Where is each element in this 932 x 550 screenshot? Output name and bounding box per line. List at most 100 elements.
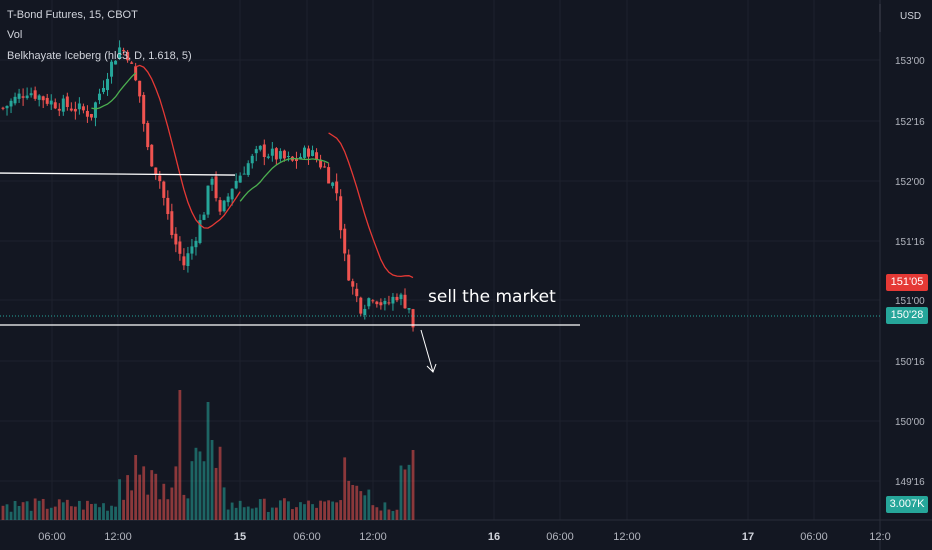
- candle-body: [379, 302, 383, 306]
- volume-bar: [134, 455, 138, 520]
- price-tick-label: 152'00: [895, 177, 925, 188]
- volume-bar: [258, 499, 262, 520]
- price-tick-label: 149'16: [895, 477, 925, 488]
- candle-body: [359, 297, 363, 314]
- iceberg-price-tag: 151'05: [886, 274, 928, 291]
- volume-bar: [307, 500, 310, 520]
- time-tick-label: 12:0: [869, 531, 890, 543]
- candle-body: [327, 167, 331, 184]
- candle-body: [347, 254, 351, 281]
- volume-bar: [94, 503, 97, 520]
- volume-bar: [270, 507, 274, 520]
- volume-bar: [162, 483, 166, 520]
- candle-body: [339, 196, 343, 231]
- candle-body: [262, 144, 266, 157]
- volume-bar: [110, 505, 113, 520]
- candle-body: [102, 87, 105, 92]
- volume-bar: [13, 500, 17, 520]
- candle-body: [375, 301, 379, 305]
- volume-bar: [82, 509, 85, 520]
- volume-bar: [210, 440, 214, 520]
- volume-bar: [242, 507, 246, 520]
- candle-body: [186, 253, 190, 266]
- arrow-shaft: [420, 329, 434, 373]
- volume-bar: [363, 495, 367, 520]
- volume-bar: [114, 506, 117, 520]
- candle-body: [29, 93, 33, 96]
- time-tick-label: 15: [234, 531, 246, 543]
- time-tick-label: 16: [488, 531, 500, 543]
- volume-bar: [166, 499, 170, 520]
- volume-bar: [359, 491, 363, 520]
- symbol-title[interactable]: T-Bond Futures, 15, CBOT: [7, 9, 138, 21]
- iceberg-line-red: [135, 64, 241, 229]
- volume-bar: [29, 510, 33, 520]
- volume-bar: [154, 473, 158, 520]
- volume-bar: [37, 500, 41, 520]
- price-tick-label: 150'00: [895, 417, 925, 428]
- volume-bar: [238, 500, 242, 520]
- volume-bar: [21, 502, 25, 520]
- time-tick-label: 06:00: [293, 531, 321, 543]
- candle-body: [343, 228, 347, 254]
- volume-bar: [17, 505, 21, 520]
- volume-bar: [395, 509, 399, 520]
- candle-body: [37, 95, 41, 100]
- volume-bar: [186, 498, 190, 520]
- volume-bar: [198, 451, 202, 520]
- candle-body: [174, 233, 178, 245]
- candle-body: [323, 166, 327, 168]
- volume-bar: [375, 507, 379, 520]
- volume-bar: [202, 461, 206, 520]
- indicator-iceberg-label[interactable]: Belkhayate Iceberg (hlc3, D, 1.618, 5): [7, 50, 192, 62]
- candle-body: [270, 148, 274, 156]
- volume-bar: [411, 450, 415, 520]
- price-tick-label: 150'16: [895, 357, 925, 368]
- candle-body: [210, 178, 214, 185]
- volume-bar: [399, 465, 403, 520]
- candle-body: [411, 309, 415, 328]
- candle-body: [214, 176, 218, 199]
- upper-support-line: [0, 172, 236, 176]
- candle-body: [335, 181, 339, 194]
- candle-body: [298, 156, 302, 159]
- volume-bar: [303, 504, 306, 520]
- currency-label[interactable]: USD: [900, 11, 922, 22]
- candle-body: [331, 182, 335, 186]
- price-tick-label: 153'00: [895, 56, 925, 67]
- volume-bar: [106, 510, 109, 520]
- candle-body: [355, 288, 359, 297]
- annotation-text[interactable]: sell the market: [428, 287, 556, 307]
- candle-body: [178, 241, 182, 254]
- volume-bar: [335, 502, 339, 520]
- candle-body: [114, 60, 118, 65]
- volume-bar: [379, 510, 383, 520]
- candle-body: [190, 246, 194, 254]
- candle-body: [13, 96, 17, 104]
- volume-bar: [53, 506, 57, 520]
- volume-bar: [274, 507, 278, 520]
- candle-body: [45, 97, 49, 104]
- candle-body: [387, 302, 391, 304]
- volume-bar: [25, 501, 29, 520]
- volume-bar: [49, 507, 53, 520]
- volume-bar: [367, 489, 371, 520]
- volume-bar: [287, 501, 290, 520]
- volume-bar: [194, 447, 198, 520]
- candle-body: [303, 147, 306, 158]
- volume-bar: [407, 464, 411, 520]
- volume-bar: [9, 511, 13, 520]
- indicator-vol-label[interactable]: Vol: [7, 29, 23, 41]
- candle-body: [258, 145, 262, 150]
- last-price-tag: 150'28: [886, 307, 928, 324]
- candle-body: [97, 93, 101, 101]
- volume-bar: [351, 484, 355, 520]
- candle-body: [391, 296, 395, 304]
- volume-bar: [178, 390, 182, 520]
- candle-body: [403, 294, 407, 309]
- candle-body: [93, 102, 97, 118]
- candle-body: [150, 144, 154, 167]
- candle-body: [41, 96, 45, 101]
- volume-bar: [230, 502, 234, 520]
